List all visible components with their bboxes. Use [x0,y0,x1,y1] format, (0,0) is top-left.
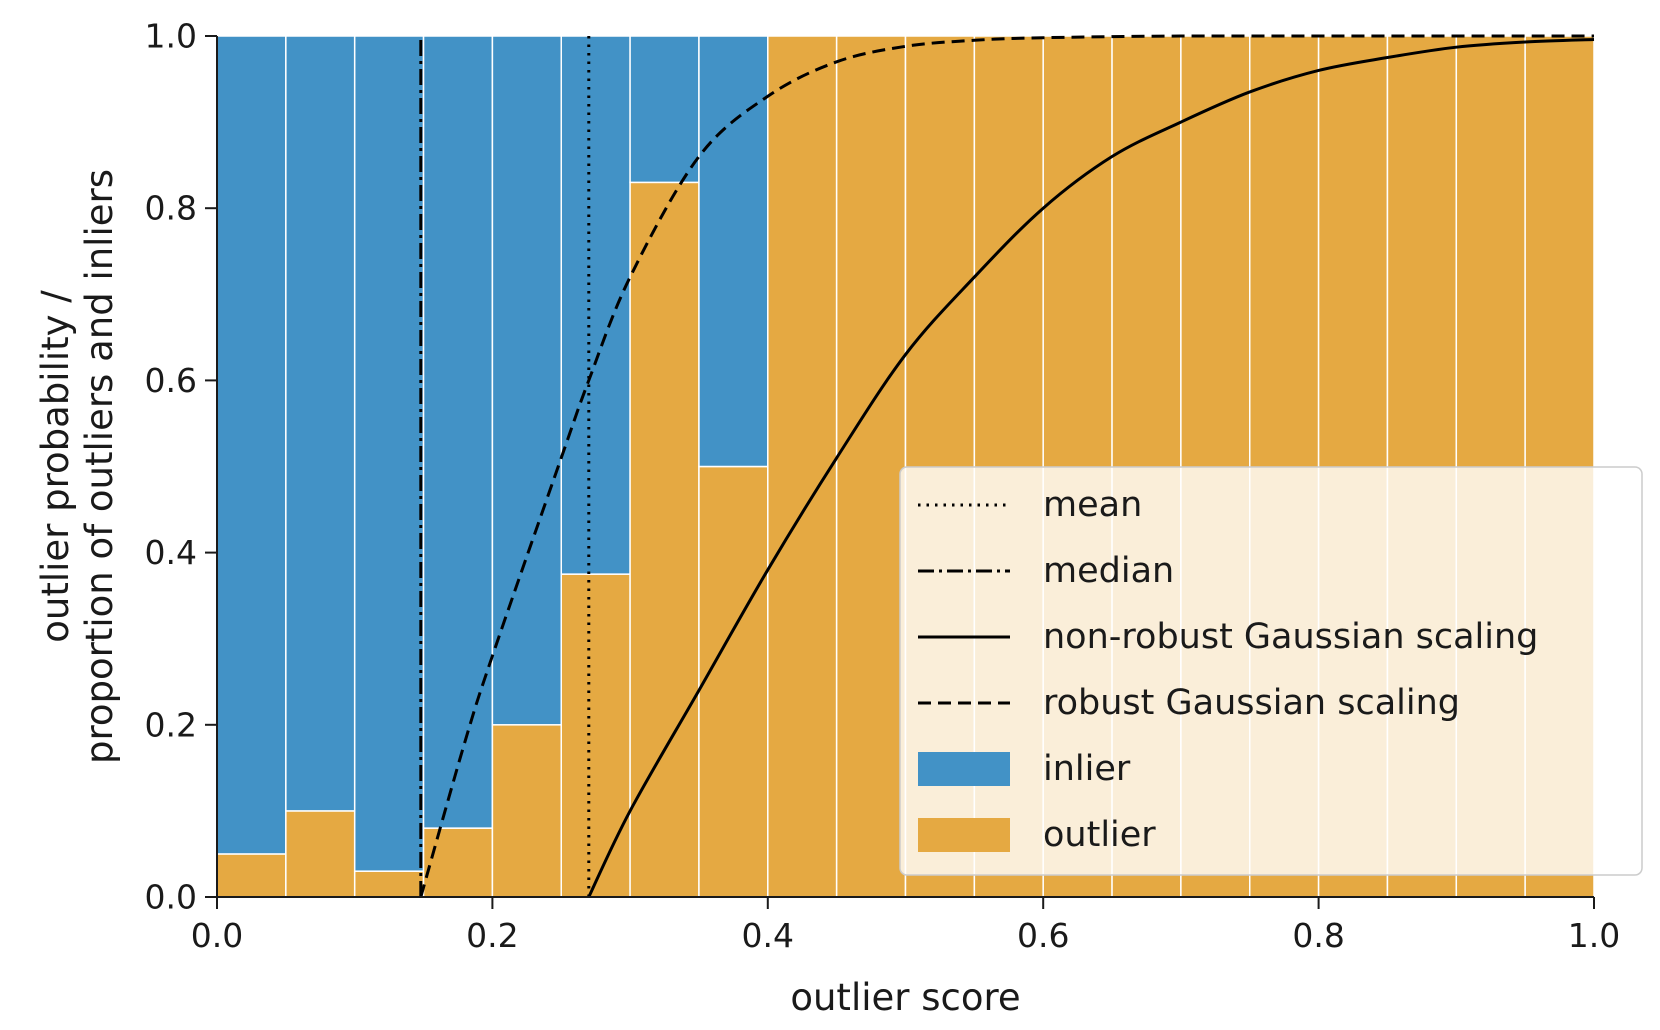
outlier-bar [285,810,356,898]
legend: mean median non-robust Gaussian scaling rob… [899,466,1643,876]
inlier-bar [560,35,631,575]
x-tick-label: 1.0 [1568,916,1620,955]
x-tick-label: 0.6 [1017,916,1069,955]
legend-label: outlier [1043,815,1156,855]
x-tick-label: 0.0 [191,916,243,955]
inlier-bar [422,35,494,829]
legend-swatch-outlier [918,818,1010,852]
lines-layer [419,34,1595,898]
outlier-bar [560,573,631,898]
y-tick-label: 0.6 [145,361,197,400]
inlier-bar [353,35,425,872]
x-tick-label: 0.8 [1292,916,1344,955]
outlier-bar [767,35,838,898]
y-tick-label: 0.4 [145,533,197,572]
outlier-bar [835,35,907,898]
legend-label: inlier [1043,749,1131,789]
inlier-bar [285,35,356,812]
non-robust-gaussian-curve [587,37,1595,898]
axes-layer: 0.0 0.2 0.4 0.6 0.8 1.0 0.0 0.2 0.4 0.6 0.8 1.0 outl… [34,17,1620,1020]
legend-label: mean [1043,485,1142,525]
y-tick-label: 0.8 [145,189,197,228]
robust-gaussian-curve [419,34,1594,898]
outlier-bar [629,181,700,898]
y-axis-label-line-2: proportion of outliers and inliers [78,169,121,764]
legend-swatch-inlier [918,752,1010,786]
legend-label: median [1043,551,1174,591]
legend-label: robust Gaussian scaling [1043,683,1460,723]
y-tick-label: 0.2 [145,705,197,744]
outlier-bar [422,827,494,898]
x-axis-label: outlier score [790,976,1020,1019]
outlier-bar [216,853,287,898]
y-axis-label-line-1: outlier probability / [34,290,77,643]
inlier-bar [491,35,562,726]
outlier-bar [698,465,769,898]
inlier-bar [698,35,769,468]
outlier-bar [353,870,425,898]
inlier-bar [629,35,700,184]
y-tick-label: 0.0 [145,878,197,917]
inlier-bar [216,35,287,855]
x-tick-label: 0.4 [742,916,794,955]
legend-box [899,466,1643,876]
outlier-bar [491,724,562,898]
legend-label: non-robust Gaussian scaling [1043,617,1538,657]
x-tick-label: 0.2 [466,916,518,955]
y-tick-label: 1.0 [145,17,197,56]
